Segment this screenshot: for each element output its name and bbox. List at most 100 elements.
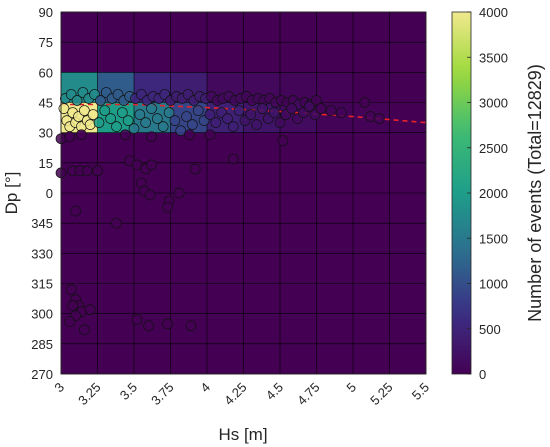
scatter-point [169, 115, 181, 126]
scatter-point [144, 189, 156, 201]
scatter-point [134, 109, 146, 120]
scatter-point [65, 284, 77, 295]
scatter-point [189, 163, 201, 175]
scatter-point [251, 119, 262, 130]
plot-frame [60, 11, 427, 375]
scatter-point [162, 318, 173, 330]
y-tick-label: 75 [39, 35, 53, 50]
scatter-point [359, 97, 371, 108]
scatter-point [64, 131, 76, 143]
y-tick-label: 285 [31, 337, 53, 352]
colorbar-tick-label: 1500 [479, 231, 508, 246]
y-tick-label: 0 [46, 186, 53, 201]
y-tick-label: 330 [31, 246, 53, 261]
scatter-point [373, 113, 385, 124]
x-tick-label: 5.5 [409, 380, 432, 403]
heatmap-cell [316, 72, 353, 103]
scatter-point [184, 129, 195, 141]
scatter-point [274, 117, 286, 128]
colorbar-tick-label: 500 [479, 322, 501, 337]
scatter-point [181, 111, 192, 122]
scatter-point [187, 119, 198, 130]
x-tick-label: 3.5 [117, 380, 140, 403]
scatter-point [79, 324, 90, 336]
x-tick-label: 3 [51, 380, 67, 396]
scatter-point [95, 95, 106, 106]
scatter-point [93, 117, 105, 128]
scatter-point [204, 109, 216, 120]
scatter-point [71, 95, 83, 106]
scatter-point [227, 121, 239, 132]
scatter-point [227, 153, 239, 165]
y-tick-label: 90 [39, 5, 53, 20]
colorbar-tick-label: 4000 [479, 5, 508, 20]
x-tick-label: 4 [197, 380, 213, 396]
scatter-layer [55, 87, 385, 336]
x-tick-label: 5 [343, 380, 359, 396]
scatter-point [92, 165, 103, 177]
colorbar-tick-label: 0 [479, 367, 486, 382]
y-tick-label: 30 [39, 126, 53, 141]
x-axis-label: Hs [m] [218, 425, 267, 444]
y-tick-label: 45 [39, 96, 53, 111]
scatter-point [335, 107, 347, 118]
scatter-point [233, 105, 245, 116]
y-tick-label: 60 [39, 65, 53, 80]
x-tick-label: 4.25 [221, 380, 250, 409]
x-tick-label: 4.5 [263, 380, 286, 403]
y-axis-label: Dp [°] [2, 172, 21, 215]
scatter-point [131, 159, 143, 171]
scatter-point [122, 115, 134, 126]
scatter-point [105, 113, 116, 124]
scatter-point [140, 117, 152, 128]
scatter-point [257, 103, 268, 114]
scatter-point [70, 205, 81, 217]
scatter-point [325, 105, 337, 116]
colorbar-tick-label: 1000 [479, 277, 508, 292]
scatter-point [87, 109, 99, 120]
x-tick-label: 3.25 [75, 380, 104, 409]
colorbar-tick-label: 3500 [479, 50, 508, 65]
scatter-point [185, 320, 197, 332]
scatter-point [79, 105, 90, 116]
scatter-point [162, 201, 173, 213]
scatter-point [268, 107, 280, 118]
colorbar-label: Number of events (Total=12829) [525, 64, 545, 322]
x-tick-label: 3.75 [148, 380, 177, 409]
scatter-point [81, 165, 93, 177]
scatter-point [67, 300, 79, 311]
scatter-point [286, 103, 298, 114]
scatter-point [157, 121, 169, 132]
x-tick-label: 5.25 [367, 380, 396, 409]
scatter-point [173, 187, 185, 199]
scatter-point [315, 103, 327, 114]
scatter-point [99, 105, 111, 116]
scatter-point [152, 113, 163, 124]
y-tick-label: 315 [31, 277, 53, 292]
scatter-point [143, 320, 154, 332]
scatter-point [192, 105, 204, 116]
scatter-point [303, 101, 315, 112]
scatter-point [204, 129, 216, 141]
scatter-point [277, 135, 289, 147]
scatter-point [146, 131, 157, 143]
y-tick-label: 345 [31, 216, 53, 231]
scatter-point [76, 129, 87, 141]
colorbar-tick-label: 3000 [479, 96, 508, 111]
scatter-point [222, 113, 233, 124]
scatter-point [146, 159, 157, 171]
y-tick-label: 270 [31, 367, 53, 382]
scatter-point [365, 111, 376, 122]
colorbar-tick-label: 2500 [479, 141, 508, 156]
scatter-point [84, 119, 96, 130]
colorbar-ticks: 0 500 1000 1500 2000 2500 3000 3500 4000 [467, 5, 508, 382]
scatter-point [210, 117, 222, 128]
colorbar-tick-label: 2000 [479, 186, 508, 201]
y-tick-label: 15 [39, 156, 53, 171]
scatter-point [64, 316, 76, 328]
scatter-point [131, 314, 143, 326]
scatter-point [116, 107, 128, 118]
scatter-point [146, 103, 157, 114]
scatter-point [119, 129, 131, 141]
